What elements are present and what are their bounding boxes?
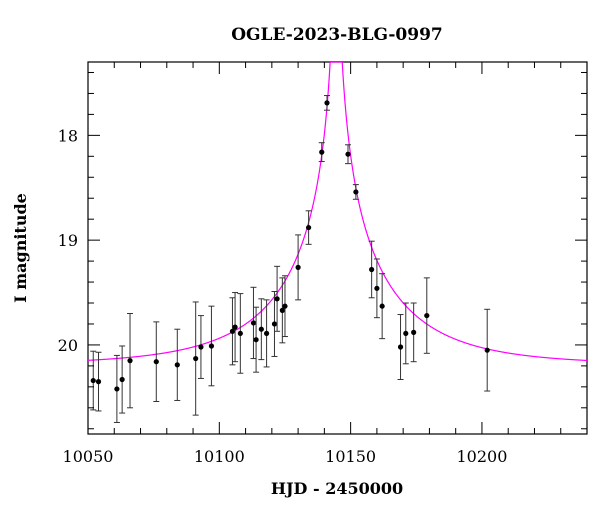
data-marker xyxy=(208,343,215,349)
data-marker xyxy=(282,303,288,309)
data-point xyxy=(402,302,409,365)
data-point xyxy=(237,293,244,374)
data-point xyxy=(127,312,134,409)
data-marker xyxy=(193,355,199,362)
data-point xyxy=(281,275,288,338)
data-point xyxy=(373,258,380,319)
data-point xyxy=(305,210,312,245)
y-axis-title: I magnitude xyxy=(11,193,30,303)
data-point xyxy=(271,290,278,357)
data-marker xyxy=(153,359,159,365)
data-marker xyxy=(324,100,330,106)
data-marker xyxy=(374,285,380,291)
tick-labels: 10050 10100 10150 10200 18 19 20 xyxy=(58,126,508,466)
data-marker xyxy=(229,328,236,334)
data-marker xyxy=(353,189,359,195)
data-point xyxy=(258,298,265,361)
data-marker xyxy=(279,307,285,313)
y-tick-label: 18 xyxy=(58,126,78,145)
data-point xyxy=(410,302,417,363)
data-marker xyxy=(397,344,404,350)
data-point xyxy=(197,315,204,379)
data-marker xyxy=(403,330,409,337)
model-line xyxy=(88,62,587,362)
data-marker xyxy=(90,377,96,384)
data-marker xyxy=(484,347,490,353)
data-marker xyxy=(379,303,385,309)
data-marker xyxy=(411,329,417,335)
data-marker xyxy=(198,344,204,350)
data-marker xyxy=(271,321,278,327)
data-point xyxy=(113,354,120,423)
data-point xyxy=(192,301,199,416)
data-point xyxy=(323,95,330,111)
plot-border xyxy=(87,61,588,435)
data-marker xyxy=(319,149,325,155)
y-tick-label: 20 xyxy=(58,336,78,355)
data-point xyxy=(397,314,404,381)
data-point xyxy=(174,328,181,401)
chart-title: OGLE-2023-BLG-0997 xyxy=(231,25,443,45)
data-point xyxy=(274,265,281,332)
data-marker xyxy=(424,312,430,319)
data-marker xyxy=(274,296,280,302)
data-point xyxy=(368,240,375,299)
data-marker xyxy=(174,362,180,368)
x-axis-title: HJD - 2450000 xyxy=(271,479,403,498)
data-marker xyxy=(232,324,238,330)
data-marker xyxy=(345,151,351,157)
data-marker xyxy=(295,264,301,270)
data-point xyxy=(229,297,236,366)
x-tick-label: 10200 xyxy=(456,447,507,466)
data-point xyxy=(263,299,270,368)
axis-ticks xyxy=(87,62,588,434)
data-marker xyxy=(258,326,264,332)
x-tick-label: 10150 xyxy=(325,447,376,466)
data-point xyxy=(232,292,239,363)
data-marker xyxy=(369,266,375,273)
data-point xyxy=(352,184,359,200)
data-marker xyxy=(237,330,243,337)
data-point xyxy=(90,350,97,411)
model-curve xyxy=(88,62,587,362)
data-marker xyxy=(119,376,125,383)
data-point xyxy=(484,308,491,392)
data-marker xyxy=(127,358,133,364)
x-tick-label: 10050 xyxy=(63,447,114,466)
data-point xyxy=(250,286,257,360)
data-point xyxy=(119,345,126,414)
data-marker xyxy=(95,379,102,385)
data-point xyxy=(253,306,260,373)
data-points xyxy=(90,95,491,423)
data-marker xyxy=(253,337,259,343)
plot-frame xyxy=(87,61,588,435)
data-point xyxy=(379,273,386,340)
data-marker xyxy=(114,386,120,392)
data-point xyxy=(208,305,215,387)
data-marker xyxy=(263,330,270,337)
data-point xyxy=(295,234,302,301)
data-marker xyxy=(306,224,312,231)
data-point xyxy=(95,351,102,412)
data-point xyxy=(345,144,352,165)
data-point xyxy=(423,277,430,354)
data-point xyxy=(153,321,160,403)
x-tick-label: 10100 xyxy=(194,447,245,466)
y-tick-label: 19 xyxy=(58,231,78,250)
data-marker xyxy=(250,320,257,326)
data-point xyxy=(279,277,286,344)
data-point xyxy=(318,142,325,163)
